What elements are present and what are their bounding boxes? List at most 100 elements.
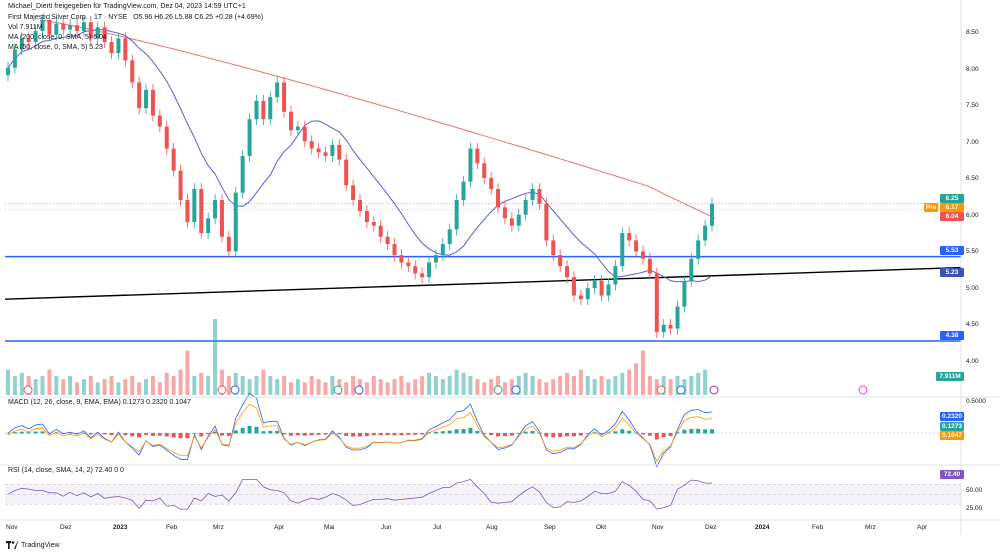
candle-body [454,200,459,230]
macd-histogram-bar [254,426,259,434]
volume-bar [551,379,556,395]
macd-histogram-bar [385,433,390,436]
time-label: Aug [486,524,498,531]
volume-bar [406,382,411,395]
rsi-badge: 72.40 [940,470,964,479]
rsi-axis-tick: 50.00 [966,487,983,494]
candle-body [544,203,549,241]
volume-bar [254,376,259,395]
macd-histogram-bar [647,433,652,436]
volume-bar [185,350,190,395]
volume-bar [634,363,639,395]
macd-histogram-bar [275,430,280,434]
legend-symbol-name: First Majestic Silver Corp. · 1T · NYSE [8,14,128,21]
pre-market-label: Pre [924,203,938,212]
candle-body [682,280,687,307]
time-label: Sep [544,524,556,531]
candle-body [620,233,625,267]
macd-histogram-bar [516,433,521,434]
macd-histogram-bar [26,432,31,434]
legend-ma50[interactable]: MA (50, close, 0, SMA, 5) 5.23 [8,44,103,51]
legend-symbol[interactable]: First Majestic Silver Corp. · 1T · NYSE … [8,14,263,21]
legend-rsi[interactable]: RSI (14, close, SMA, 14, 2) 72.40 0 0 [8,467,124,474]
trend-line [4,266,962,300]
macd-histogram-bar [75,433,80,434]
ma50-badge: 5.23 [940,268,964,277]
candle-body [516,214,521,226]
event-marker-icon [230,385,240,395]
candle-body [295,126,300,131]
volume-bar [364,382,369,395]
candle-body [427,262,432,278]
volume-bar [496,376,501,395]
macd-histogram-bar [413,433,418,435]
volume-bar [578,369,583,395]
volume-bar [565,372,570,395]
macd-histogram-bar [502,433,507,437]
time-label: Apr [917,524,928,531]
volume-bar [427,372,432,395]
volume-bar [440,379,445,395]
macd-histogram-bar [489,433,494,436]
legend-volume[interactable]: Vol 7.911M [8,24,43,31]
event-marker-icon [354,385,364,395]
macd-histogram-bar [192,433,197,434]
volume-bar [592,379,597,395]
candle-body [316,148,321,153]
volume-bar [516,376,521,395]
volume-bar [88,376,93,395]
volume-bar [302,382,307,395]
candle-body [640,251,645,259]
candle-body [634,240,639,252]
time-label: 2024 [755,524,770,531]
volume-bar [247,379,252,395]
candle-body [206,218,211,234]
macd-histogram-bar [351,433,356,437]
volume-bar [585,376,590,395]
candle-body [61,23,66,30]
legend-ma200[interactable]: MA (200, close, 0, SMA, 5) 6.04 [8,34,107,41]
volume-bar [689,376,694,395]
candle-body [358,200,362,212]
macd-histogram-bar [226,433,231,436]
volume-bar [268,376,273,395]
volume-bar [282,376,287,395]
candle-body [81,22,86,32]
level-upper-badge: 5.53 [940,246,964,255]
price-tick: 6.50 [966,175,979,182]
macd-histogram-bar [302,433,307,436]
candle-body [461,181,466,200]
candle-body [88,22,93,39]
volume-bar [627,369,632,395]
volume-bar [261,369,266,395]
candle-body [502,207,507,219]
macd-histogram-bar [696,428,701,434]
rsi-pane [5,478,961,510]
tradingview-footer[interactable]: TradingView [6,541,60,549]
ma200-badge: 6.04 [940,212,964,221]
macd-histogram-bar [164,433,169,437]
macd-histogram-bar [420,433,425,435]
legend-macd[interactable]: MACD (12, 26, close, 9, EMA, EMA) 0.1273… [8,399,191,406]
macd-histogram-bar [150,433,155,436]
candle-body [288,111,293,131]
volume-bar [489,379,494,395]
candle-body [509,218,514,226]
volume-bar [475,379,480,395]
candle-body [489,177,494,189]
volume-bar [571,376,576,395]
macd-histogram-bar [440,431,445,434]
macd-histogram-bar [433,431,438,434]
macd-histogram-bar [682,429,687,434]
volume-bar [275,379,280,395]
candle-body [371,222,376,226]
candle-body [344,159,349,186]
candle-body [558,255,563,267]
candle-body [164,126,169,149]
close-price-badge: 6.25 [940,194,964,203]
candle-body [247,119,252,156]
candle-body [6,67,10,76]
rsi-line [7,478,712,510]
volume-bar [606,379,611,395]
